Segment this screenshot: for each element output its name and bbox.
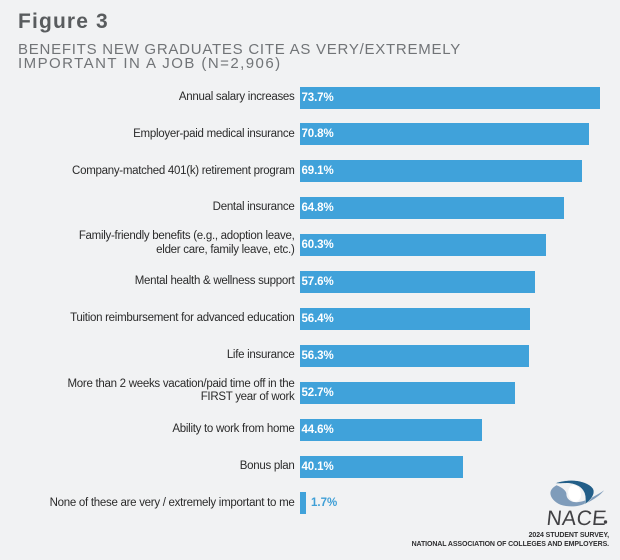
svg-text:NACE: NACE [545, 507, 607, 530]
